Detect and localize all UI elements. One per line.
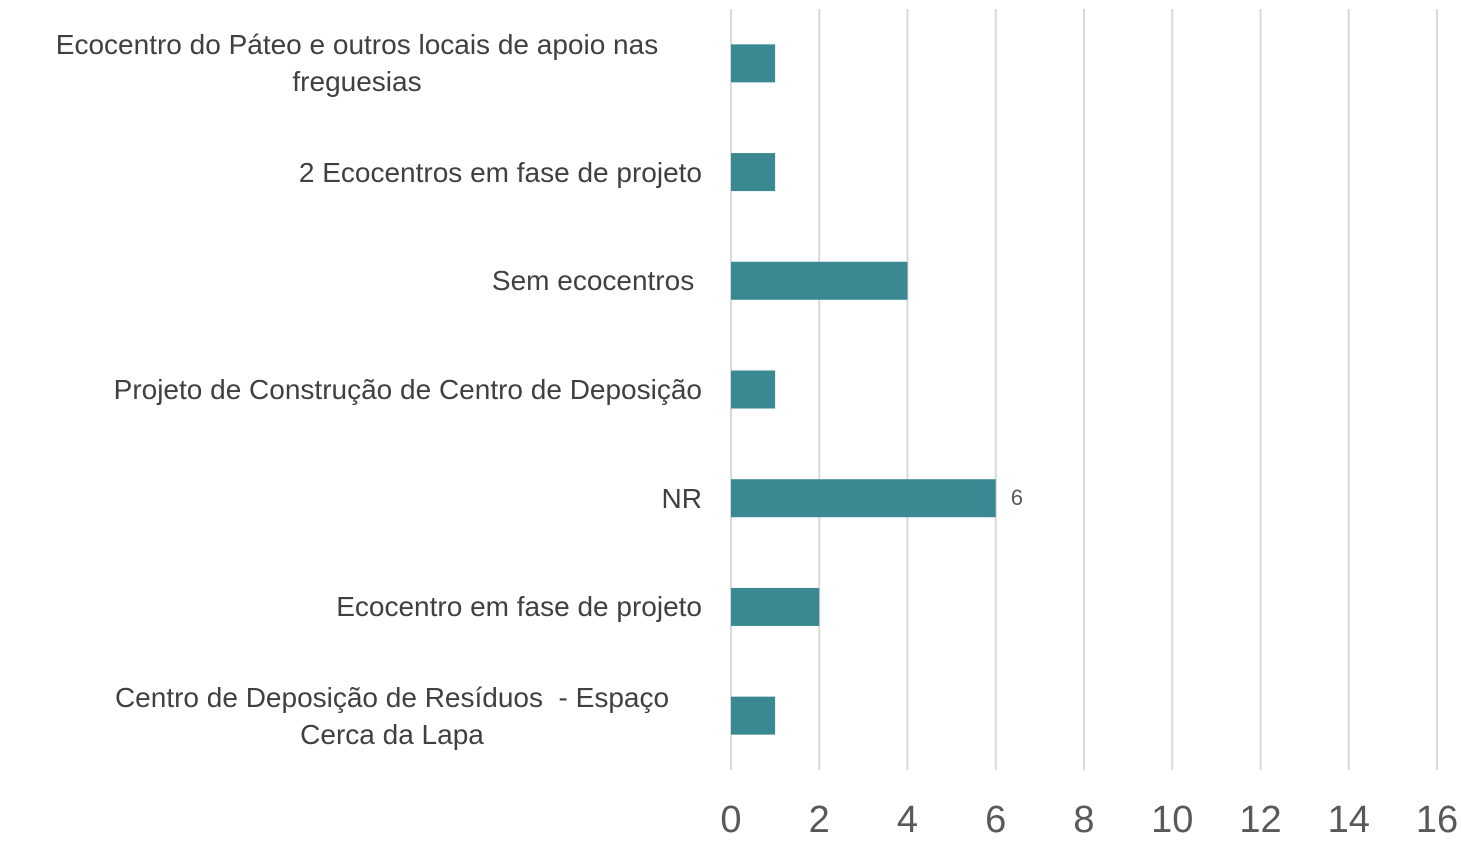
bar bbox=[731, 153, 776, 192]
category-label-box: Ecocentro em fase de projeto bbox=[336, 553, 702, 661]
x-tick-label: 8 bbox=[1073, 799, 1094, 841]
y-tick-label: Ecocentro do Páteo e outros locais de ap… bbox=[55, 29, 666, 98]
data-label: 6 bbox=[1011, 485, 1023, 510]
category-label-box: Projeto de Construção de Centro de Depos… bbox=[114, 336, 702, 444]
x-tick-label: 12 bbox=[1239, 799, 1281, 841]
x-tick-label: 4 bbox=[897, 799, 918, 841]
x-tick-label: 14 bbox=[1328, 799, 1370, 841]
bar bbox=[731, 370, 776, 409]
bar bbox=[731, 479, 996, 518]
category-label-box: Centro de Deposição de Resíduos - Espaço… bbox=[82, 662, 702, 770]
y-tick-label: Sem ecocentros bbox=[491, 265, 702, 297]
bar bbox=[731, 587, 820, 626]
bar bbox=[731, 261, 908, 300]
y-tick-label: Ecocentro em fase de projeto bbox=[336, 591, 702, 623]
x-tick-label: 16 bbox=[1416, 799, 1458, 841]
y-tick-label: NR bbox=[661, 482, 702, 514]
x-tick-label: 0 bbox=[720, 799, 741, 841]
y-tick-label: Centro de Deposição de Resíduos - Espaço… bbox=[114, 681, 677, 750]
x-tick-label: 10 bbox=[1151, 799, 1193, 841]
category-label-box: 2 Ecocentros em fase de projeto bbox=[299, 118, 702, 226]
category-label-box: Sem ecocentros bbox=[492, 227, 702, 335]
y-tick-label: Projeto de Construção de Centro de Depos… bbox=[113, 374, 702, 405]
x-tick-label: 6 bbox=[985, 799, 1006, 841]
category-label-box: Ecocentro do Páteo e outros locais de ap… bbox=[12, 9, 702, 117]
bar bbox=[731, 44, 776, 83]
bar bbox=[731, 696, 776, 735]
y-tick-label: 2 Ecocentros em fase de projeto bbox=[298, 156, 702, 188]
category-label-box: NR bbox=[662, 444, 702, 552]
x-tick-label: 2 bbox=[809, 799, 830, 841]
